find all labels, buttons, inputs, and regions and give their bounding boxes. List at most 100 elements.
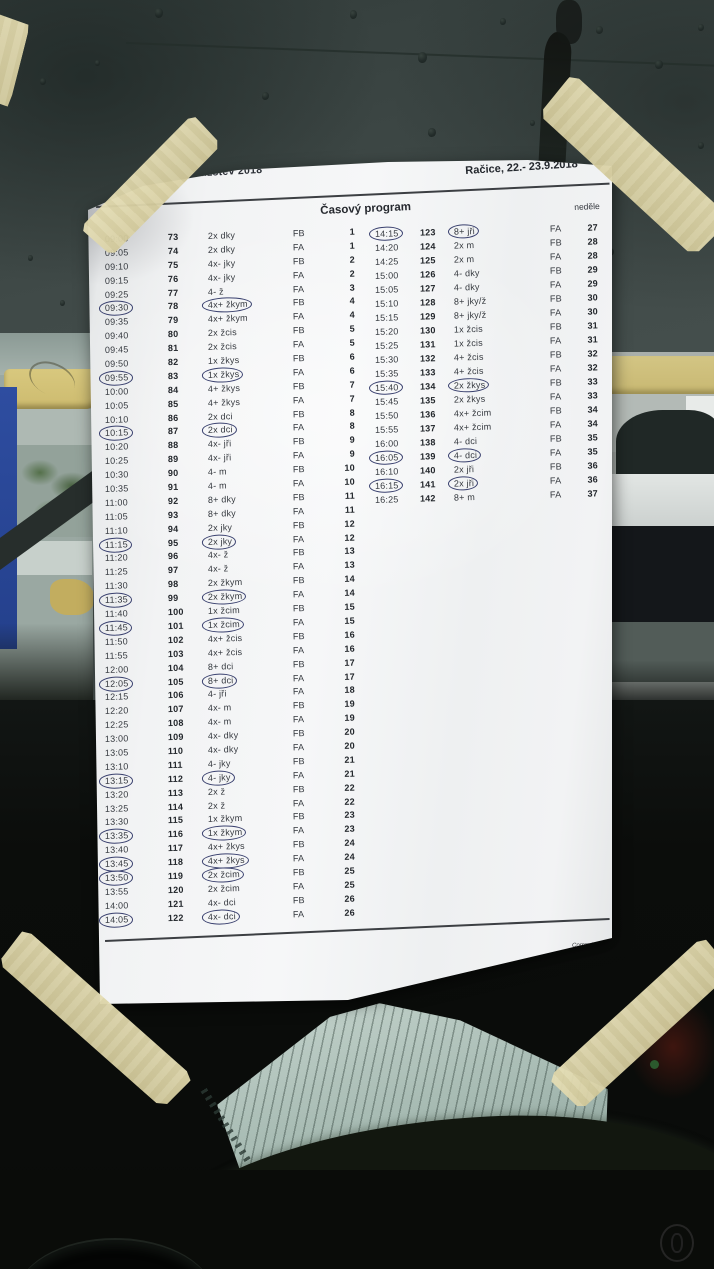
water-droplet xyxy=(95,60,100,66)
race-number: 76 xyxy=(167,273,179,285)
race-number: 126 xyxy=(419,268,436,280)
race-time: 11:40 xyxy=(104,608,128,620)
race-time: 12:00 xyxy=(104,664,129,676)
race-time: 11:05 xyxy=(104,511,128,523)
order-number: 2 xyxy=(349,268,356,279)
race-time: 13:45 xyxy=(104,858,129,870)
wet-streak-top xyxy=(556,0,582,44)
phase-label: FB xyxy=(292,700,305,712)
phase-label: FA xyxy=(549,446,562,458)
order-number: 5 xyxy=(349,324,356,335)
phase-label: FB xyxy=(292,839,305,851)
phase-label: FA xyxy=(549,334,562,346)
boat-class: 4x+ žkym xyxy=(207,313,248,325)
order-number: 4 xyxy=(349,296,356,307)
boat-class: 2x žkym xyxy=(207,577,243,589)
order-number: 15 xyxy=(344,615,356,627)
boat-class: 2x žcim xyxy=(207,869,240,881)
race-number: 116 xyxy=(167,829,184,840)
order-number: 10 xyxy=(344,477,356,488)
race-number: 121 xyxy=(167,898,184,910)
race-number: 130 xyxy=(419,324,436,336)
phase-label: FB xyxy=(549,404,562,416)
race-number: 138 xyxy=(419,436,436,448)
race-number: 86 xyxy=(167,412,179,424)
race-number: 124 xyxy=(419,240,436,252)
phase-label: FA xyxy=(292,853,305,864)
boat-class: 1x žcim xyxy=(207,619,240,631)
race-number: 142 xyxy=(419,492,436,504)
window-reflection-left xyxy=(0,333,93,733)
phase-label: FA xyxy=(549,418,562,430)
phase-label: FB xyxy=(292,520,305,531)
race-time: 14:05 xyxy=(104,914,129,926)
race-time: 13:55 xyxy=(104,886,129,898)
boat-class: 2x dky xyxy=(207,244,236,256)
phase-label: FB xyxy=(292,409,305,420)
boat-class: 4x+ žcim xyxy=(453,421,492,433)
race-time: 09:55 xyxy=(104,372,129,384)
race-time: 11:30 xyxy=(104,581,128,592)
race-time: 11:50 xyxy=(104,636,128,648)
race-time: 13:05 xyxy=(104,747,129,759)
race-time: 12:15 xyxy=(104,692,129,703)
phase-label: FA xyxy=(292,534,305,545)
phase-label: FA xyxy=(292,589,305,601)
phase-label: FA xyxy=(549,222,562,234)
phase-label: FB xyxy=(292,297,305,309)
order-number: 14 xyxy=(344,588,356,599)
order-number: 16 xyxy=(344,643,356,655)
order-number: 8 xyxy=(349,421,356,432)
order-number: 27 xyxy=(587,221,599,233)
order-number: 31 xyxy=(587,333,599,345)
race-time: 13:15 xyxy=(104,775,129,787)
boat-class: 8+ dci xyxy=(207,661,234,672)
race-number: 109 xyxy=(167,732,184,743)
race-number: 129 xyxy=(419,310,436,322)
boat-class: 4x- jři xyxy=(207,452,232,464)
race-number: 102 xyxy=(167,634,184,646)
race-number: 106 xyxy=(167,690,184,701)
race-time: 15:45 xyxy=(374,395,399,407)
phase-label: FB xyxy=(549,348,562,360)
race-number: 96 xyxy=(167,551,179,563)
phase-label: FB xyxy=(292,756,305,767)
order-number: 17 xyxy=(344,671,356,682)
race-number: 83 xyxy=(167,371,179,382)
race-number: 123 xyxy=(419,226,436,238)
boat-class: 4x+ žkys xyxy=(207,841,245,853)
race-number: 90 xyxy=(167,468,179,479)
race-time: 14:20 xyxy=(374,241,399,253)
boat-class: 2x dky xyxy=(207,230,236,242)
blue-stripe-reflection xyxy=(0,387,17,649)
race-number: 118 xyxy=(167,857,184,868)
phase-label: FB xyxy=(292,353,305,364)
race-time: 15:30 xyxy=(374,353,399,365)
water-droplet xyxy=(40,78,46,85)
phase-label: FB xyxy=(292,256,305,267)
yellow-patch-reflection xyxy=(50,579,93,615)
order-number: 15 xyxy=(344,602,356,613)
race-number: 87 xyxy=(167,426,179,438)
race-time: 11:10 xyxy=(104,525,128,537)
phase-label: FA xyxy=(292,284,305,295)
phase-label: FA xyxy=(549,390,562,402)
boat-class: 8+ m xyxy=(453,491,476,503)
race-number: 117 xyxy=(167,843,184,854)
footer-brand: ƑSPORTIS xyxy=(572,949,612,960)
boat-class: 2x žkym xyxy=(207,591,243,603)
order-number: 32 xyxy=(587,361,599,373)
order-number: 23 xyxy=(344,810,356,821)
window-reflection-right xyxy=(608,352,714,720)
order-number: 30 xyxy=(587,305,599,317)
race-number: 88 xyxy=(167,440,179,451)
race-time: 10:15 xyxy=(104,428,129,439)
phase-label: FA xyxy=(292,270,305,281)
order-number: 3 xyxy=(349,282,356,293)
race-number: 128 xyxy=(419,296,436,308)
race-time: 10:20 xyxy=(104,442,129,453)
phase-label: FB xyxy=(549,236,562,248)
boat-class: 4- ž xyxy=(207,286,224,297)
boat-class: 4- dci xyxy=(453,435,478,447)
order-number: 22 xyxy=(344,796,356,807)
